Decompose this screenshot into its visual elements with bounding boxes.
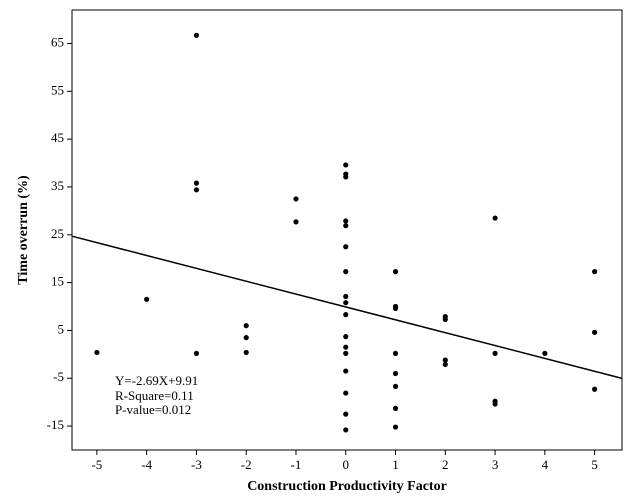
x-tick-label: -5 <box>91 457 102 472</box>
x-tick-label: 1 <box>392 457 399 472</box>
y-tick-label: 45 <box>51 130 64 145</box>
point <box>392 305 399 312</box>
point <box>492 401 498 407</box>
point <box>343 244 349 250</box>
point <box>293 196 299 202</box>
point <box>343 350 349 356</box>
x-tick-label: 4 <box>542 457 549 472</box>
point <box>343 312 349 318</box>
x-tick-label: -4 <box>141 457 152 472</box>
x-tick-label: 2 <box>442 457 449 472</box>
y-tick-label: 55 <box>51 82 64 97</box>
point <box>343 218 349 224</box>
point <box>343 174 349 180</box>
plot-frame <box>71 9 623 451</box>
point <box>442 361 448 367</box>
point <box>343 334 349 340</box>
point <box>392 424 399 430</box>
point <box>392 370 399 377</box>
point <box>144 296 150 302</box>
point <box>592 269 598 275</box>
x-tick-label: -1 <box>291 457 302 472</box>
point <box>592 386 598 392</box>
point <box>243 349 249 356</box>
point <box>193 187 200 193</box>
y-tick-label: 15 <box>51 274 64 289</box>
annotation: P-value=0.012 <box>115 402 191 417</box>
point <box>392 383 399 389</box>
point <box>193 350 200 356</box>
point <box>343 269 349 275</box>
point <box>592 329 598 335</box>
point <box>94 349 100 356</box>
y-tick-label: -5 <box>53 369 64 384</box>
point <box>343 368 349 374</box>
point <box>392 350 399 356</box>
annotation: R-Square=0.11 <box>115 388 194 403</box>
point <box>343 344 349 350</box>
point <box>193 180 200 186</box>
point <box>442 316 448 323</box>
y-tick-label: 25 <box>51 226 64 241</box>
point <box>343 293 349 300</box>
y-axis-title: Time overrun (%) <box>16 175 31 285</box>
y-tick-label: -15 <box>47 417 64 432</box>
point <box>492 215 498 221</box>
x-tick-label: 3 <box>492 457 499 472</box>
point <box>343 411 349 417</box>
point <box>542 350 548 356</box>
point <box>193 32 200 38</box>
point <box>343 300 349 306</box>
x-tick-label: 5 <box>591 457 598 472</box>
point <box>243 323 249 329</box>
point <box>243 335 249 341</box>
y-tick-label: 5 <box>58 321 65 336</box>
point <box>343 162 349 168</box>
x-axis-title: Construction Productivity Factor <box>247 479 447 494</box>
point <box>392 269 399 275</box>
point <box>392 405 399 411</box>
point <box>343 390 349 396</box>
point <box>343 223 349 229</box>
annotation: Y=-2.69X+9.91 <box>115 373 198 388</box>
x-tick-label: -2 <box>241 457 252 472</box>
point <box>492 350 498 356</box>
y-tick-label: 35 <box>51 178 64 193</box>
x-tick-label: 0 <box>343 457 350 472</box>
point <box>442 357 448 363</box>
fit-line <box>71 235 623 380</box>
x-tick-label: -3 <box>191 457 202 472</box>
point <box>293 219 299 225</box>
y-tick-label: 65 <box>51 34 64 49</box>
point <box>343 427 349 433</box>
